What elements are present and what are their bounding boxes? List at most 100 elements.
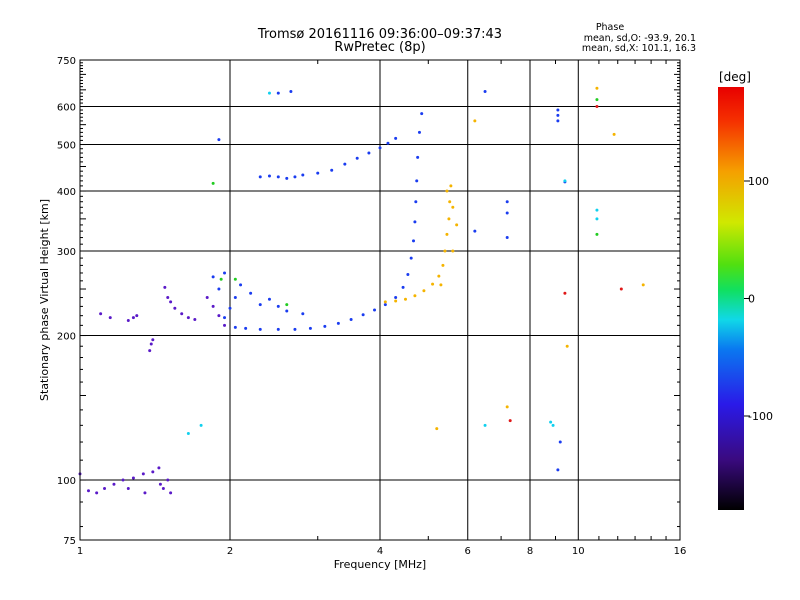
data-point: [595, 86, 599, 90]
phase-mean-x: mean, sd,X: 101.1, 16.3: [581, 43, 696, 54]
data-point: [422, 289, 426, 293]
data-point: [131, 316, 135, 320]
data-point: [219, 277, 223, 281]
data-point: [141, 472, 145, 476]
data-point: [416, 155, 420, 159]
phase-title: Phase: [595, 22, 625, 33]
data-point: [95, 491, 99, 495]
data-point: [193, 317, 197, 321]
colorbar-tick-label: 100: [748, 175, 769, 188]
data-point: [383, 300, 387, 304]
data-point: [186, 316, 190, 320]
data-point: [267, 174, 271, 178]
data-point: [414, 200, 418, 204]
data-point: [439, 283, 443, 287]
data-point: [108, 316, 112, 320]
y-tick-label: 400: [57, 187, 76, 198]
data-point: [249, 291, 253, 295]
data-point: [417, 130, 421, 134]
data-point: [556, 113, 560, 117]
data-point: [437, 274, 441, 278]
data-point: [556, 119, 560, 123]
data-point: [258, 327, 262, 331]
x-tick-label: 16: [674, 546, 687, 557]
data-point: [285, 309, 289, 313]
data-point: [169, 491, 173, 495]
data-point: [505, 200, 509, 204]
data-point: [267, 297, 271, 301]
y-tick-label: 75: [63, 536, 76, 547]
x-tick-label: 2: [227, 546, 233, 557]
data-point: [448, 200, 452, 204]
data-point: [403, 297, 407, 301]
data-point: [135, 314, 139, 318]
data-point: [343, 162, 347, 166]
data-point: [551, 423, 555, 427]
chart-title: Tromsø 20161116 09:36:00–09:37:43: [257, 27, 503, 42]
data-point: [233, 277, 237, 281]
data-point: [367, 151, 371, 155]
data-point: [556, 108, 560, 112]
data-point: [211, 275, 215, 279]
data-point: [205, 296, 209, 300]
data-point: [549, 420, 553, 424]
data-point: [148, 349, 152, 353]
x-tick-label: 8: [527, 546, 533, 557]
data-point: [316, 171, 320, 175]
y-tick-label: 750: [57, 56, 76, 67]
data-point: [276, 304, 280, 308]
data-point: [276, 175, 280, 179]
data-point: [563, 179, 567, 183]
data-point: [163, 285, 167, 289]
data-point: [158, 482, 162, 486]
data-point: [455, 223, 459, 227]
data-point: [223, 323, 227, 327]
data-point: [451, 205, 455, 209]
data-point: [445, 232, 449, 236]
data-point: [244, 326, 248, 330]
data-point: [323, 324, 327, 328]
data-point: [217, 138, 221, 142]
data-point: [103, 487, 107, 491]
data-point: [308, 326, 312, 330]
data-point: [505, 236, 509, 240]
data-point: [186, 432, 190, 436]
data-point: [449, 184, 453, 188]
data-point: [431, 282, 435, 286]
data-point: [445, 189, 449, 193]
x-tick-label: 1: [77, 546, 83, 557]
data-point: [409, 256, 413, 260]
data-point: [595, 98, 599, 102]
x-tick-label: 6: [465, 546, 471, 557]
colorbar-tick-label: 0: [748, 293, 755, 306]
phase-mean-o: mean, sd,O: -93.9, 20.1: [583, 33, 696, 44]
y-axis-label: Stationary phase Virtual Height [km]: [38, 199, 51, 401]
data-point: [126, 487, 130, 491]
data-point: [211, 304, 215, 308]
data-point: [161, 487, 165, 491]
data-point: [285, 176, 289, 180]
data-point: [443, 249, 447, 253]
data-point: [373, 308, 377, 312]
data-point: [301, 312, 305, 316]
data-point: [180, 312, 184, 316]
data-point: [361, 313, 365, 317]
data-point: [505, 211, 509, 215]
data-point: [505, 405, 509, 409]
data-point: [378, 146, 382, 150]
data-point: [558, 440, 562, 444]
data-point: [641, 283, 645, 287]
data-point: [565, 344, 569, 348]
y-tick-label: 600: [57, 103, 76, 114]
data-point: [228, 306, 232, 310]
data-point: [413, 220, 417, 224]
data-point: [349, 317, 353, 321]
data-point: [258, 175, 262, 179]
data-point: [595, 208, 599, 212]
data-point: [508, 419, 512, 423]
data-point: [223, 271, 227, 275]
data-point: [99, 312, 103, 316]
data-point: [121, 478, 125, 482]
x-tick-label: 4: [377, 546, 383, 557]
